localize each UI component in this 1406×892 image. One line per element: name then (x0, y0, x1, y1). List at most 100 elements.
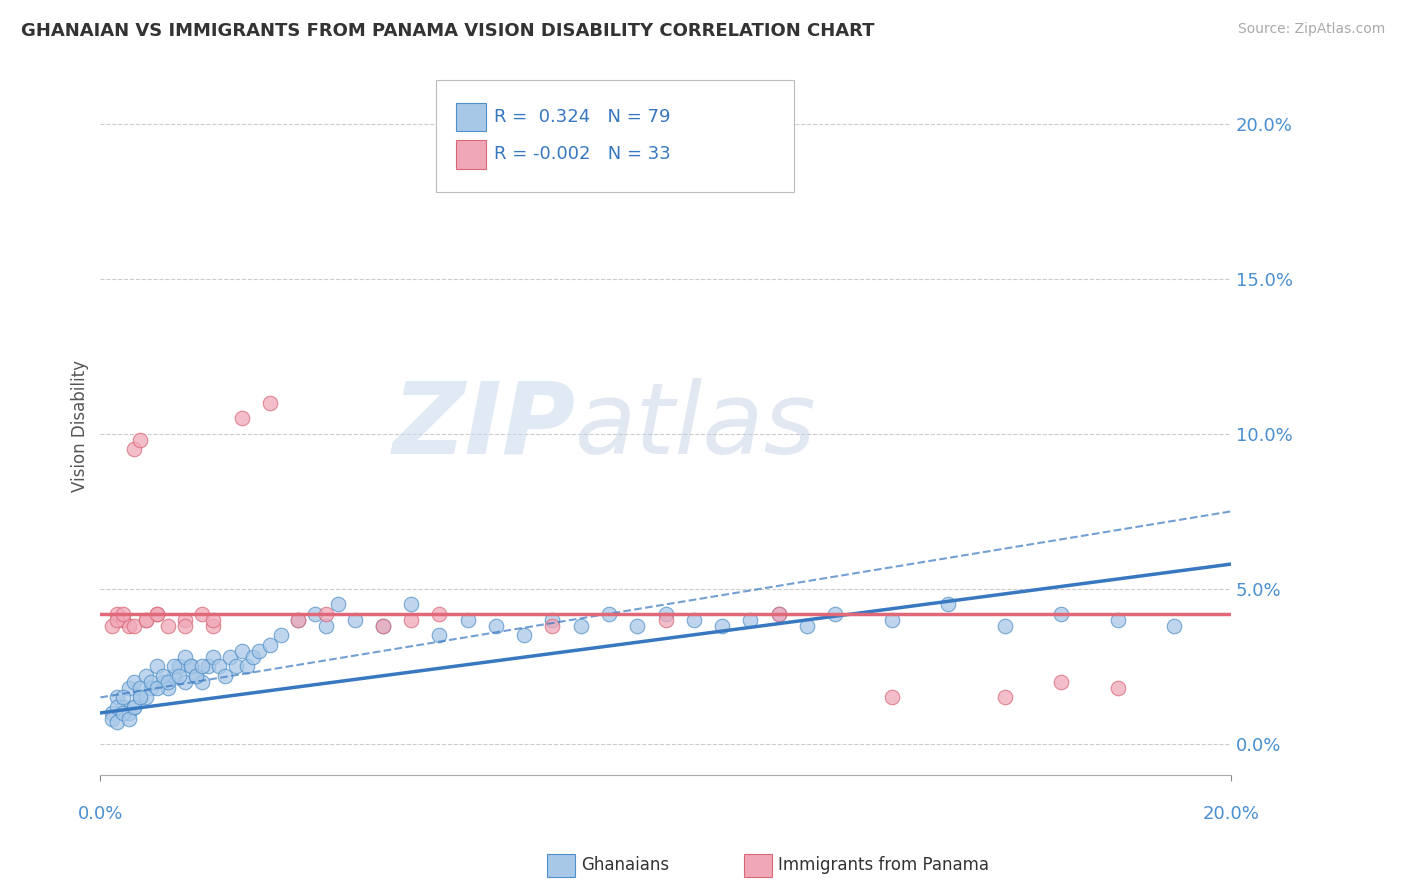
Point (152, 674, 174, 689)
Point (202, 619, 225, 633)
Point (740, 613, 762, 627)
Point (824, 607, 846, 621)
Point (169, 669, 191, 683)
Point (169, 659, 191, 673)
Point (117, 712, 139, 726)
Point (135, 669, 157, 683)
Point (163, 659, 186, 673)
Text: atlas: atlas (575, 377, 817, 475)
Point (768, 607, 790, 621)
Point (485, 619, 508, 633)
Point (122, 619, 145, 633)
Point (231, 411, 253, 425)
Point (122, 699, 145, 714)
Point (768, 607, 790, 621)
Point (236, 659, 259, 673)
Point (1163, 619, 1185, 633)
Point (399, 598, 422, 612)
Text: Ghanaians: Ghanaians (581, 856, 669, 874)
Y-axis label: Vision Disability: Vision Disability (72, 360, 89, 492)
Point (214, 669, 236, 683)
Point (654, 613, 676, 627)
Point (315, 607, 337, 621)
Text: 0.0%: 0.0% (77, 805, 124, 823)
Point (122, 442, 145, 457)
Point (111, 706, 134, 720)
Point (287, 613, 309, 627)
Point (247, 644, 270, 658)
Point (202, 650, 225, 665)
Point (129, 690, 152, 705)
Point (111, 699, 134, 714)
Point (711, 619, 734, 633)
Point (242, 650, 264, 665)
Point (174, 619, 197, 633)
Point (180, 659, 202, 673)
Point (105, 715, 128, 730)
Point (1050, 607, 1073, 621)
Point (208, 659, 231, 673)
Point (231, 644, 253, 658)
Point (371, 619, 394, 633)
Point (936, 598, 959, 612)
Point (326, 598, 349, 612)
Point (105, 607, 128, 621)
Point (343, 613, 366, 627)
Point (146, 607, 169, 621)
Point (111, 607, 134, 621)
Point (135, 613, 157, 627)
Point (122, 699, 145, 714)
Point (100, 712, 122, 726)
Point (399, 613, 422, 627)
Point (105, 690, 128, 705)
Point (163, 669, 186, 683)
Text: Source: ZipAtlas.com: Source: ZipAtlas.com (1237, 22, 1385, 37)
Point (135, 613, 157, 627)
Point (105, 613, 128, 627)
Point (117, 681, 139, 695)
Point (180, 659, 202, 673)
Point (157, 681, 180, 695)
Point (1107, 613, 1129, 627)
Text: R = -0.002   N = 33: R = -0.002 N = 33 (494, 145, 671, 163)
Point (146, 681, 169, 695)
Point (157, 674, 180, 689)
Point (994, 619, 1017, 633)
Point (117, 706, 139, 720)
Point (880, 690, 903, 705)
Point (541, 619, 564, 633)
Text: 20.0%: 20.0% (1202, 805, 1260, 823)
Point (513, 628, 536, 642)
Point (129, 690, 152, 705)
Point (796, 619, 818, 633)
Point (880, 613, 903, 627)
Point (371, 619, 394, 633)
Point (135, 690, 157, 705)
Point (541, 613, 564, 627)
Point (304, 607, 326, 621)
Point (111, 690, 134, 705)
Point (146, 659, 169, 673)
Point (287, 613, 309, 627)
Point (225, 659, 247, 673)
Point (682, 613, 704, 627)
Text: GHANAIAN VS IMMIGRANTS FROM PANAMA VISION DISABILITY CORRELATION CHART: GHANAIAN VS IMMIGRANTS FROM PANAMA VISIO… (21, 22, 875, 40)
Point (141, 681, 163, 695)
Point (569, 619, 592, 633)
Point (186, 669, 208, 683)
Point (100, 706, 122, 720)
Text: ZIP: ZIP (392, 377, 575, 475)
Point (100, 619, 122, 633)
Point (152, 669, 174, 683)
Point (457, 613, 479, 627)
Point (270, 628, 292, 642)
Point (191, 607, 214, 621)
Point (598, 607, 620, 621)
Point (1107, 681, 1129, 695)
Point (654, 607, 676, 621)
Point (429, 628, 451, 642)
Point (429, 607, 451, 621)
Point (105, 699, 128, 714)
Point (994, 690, 1017, 705)
Point (202, 613, 225, 627)
